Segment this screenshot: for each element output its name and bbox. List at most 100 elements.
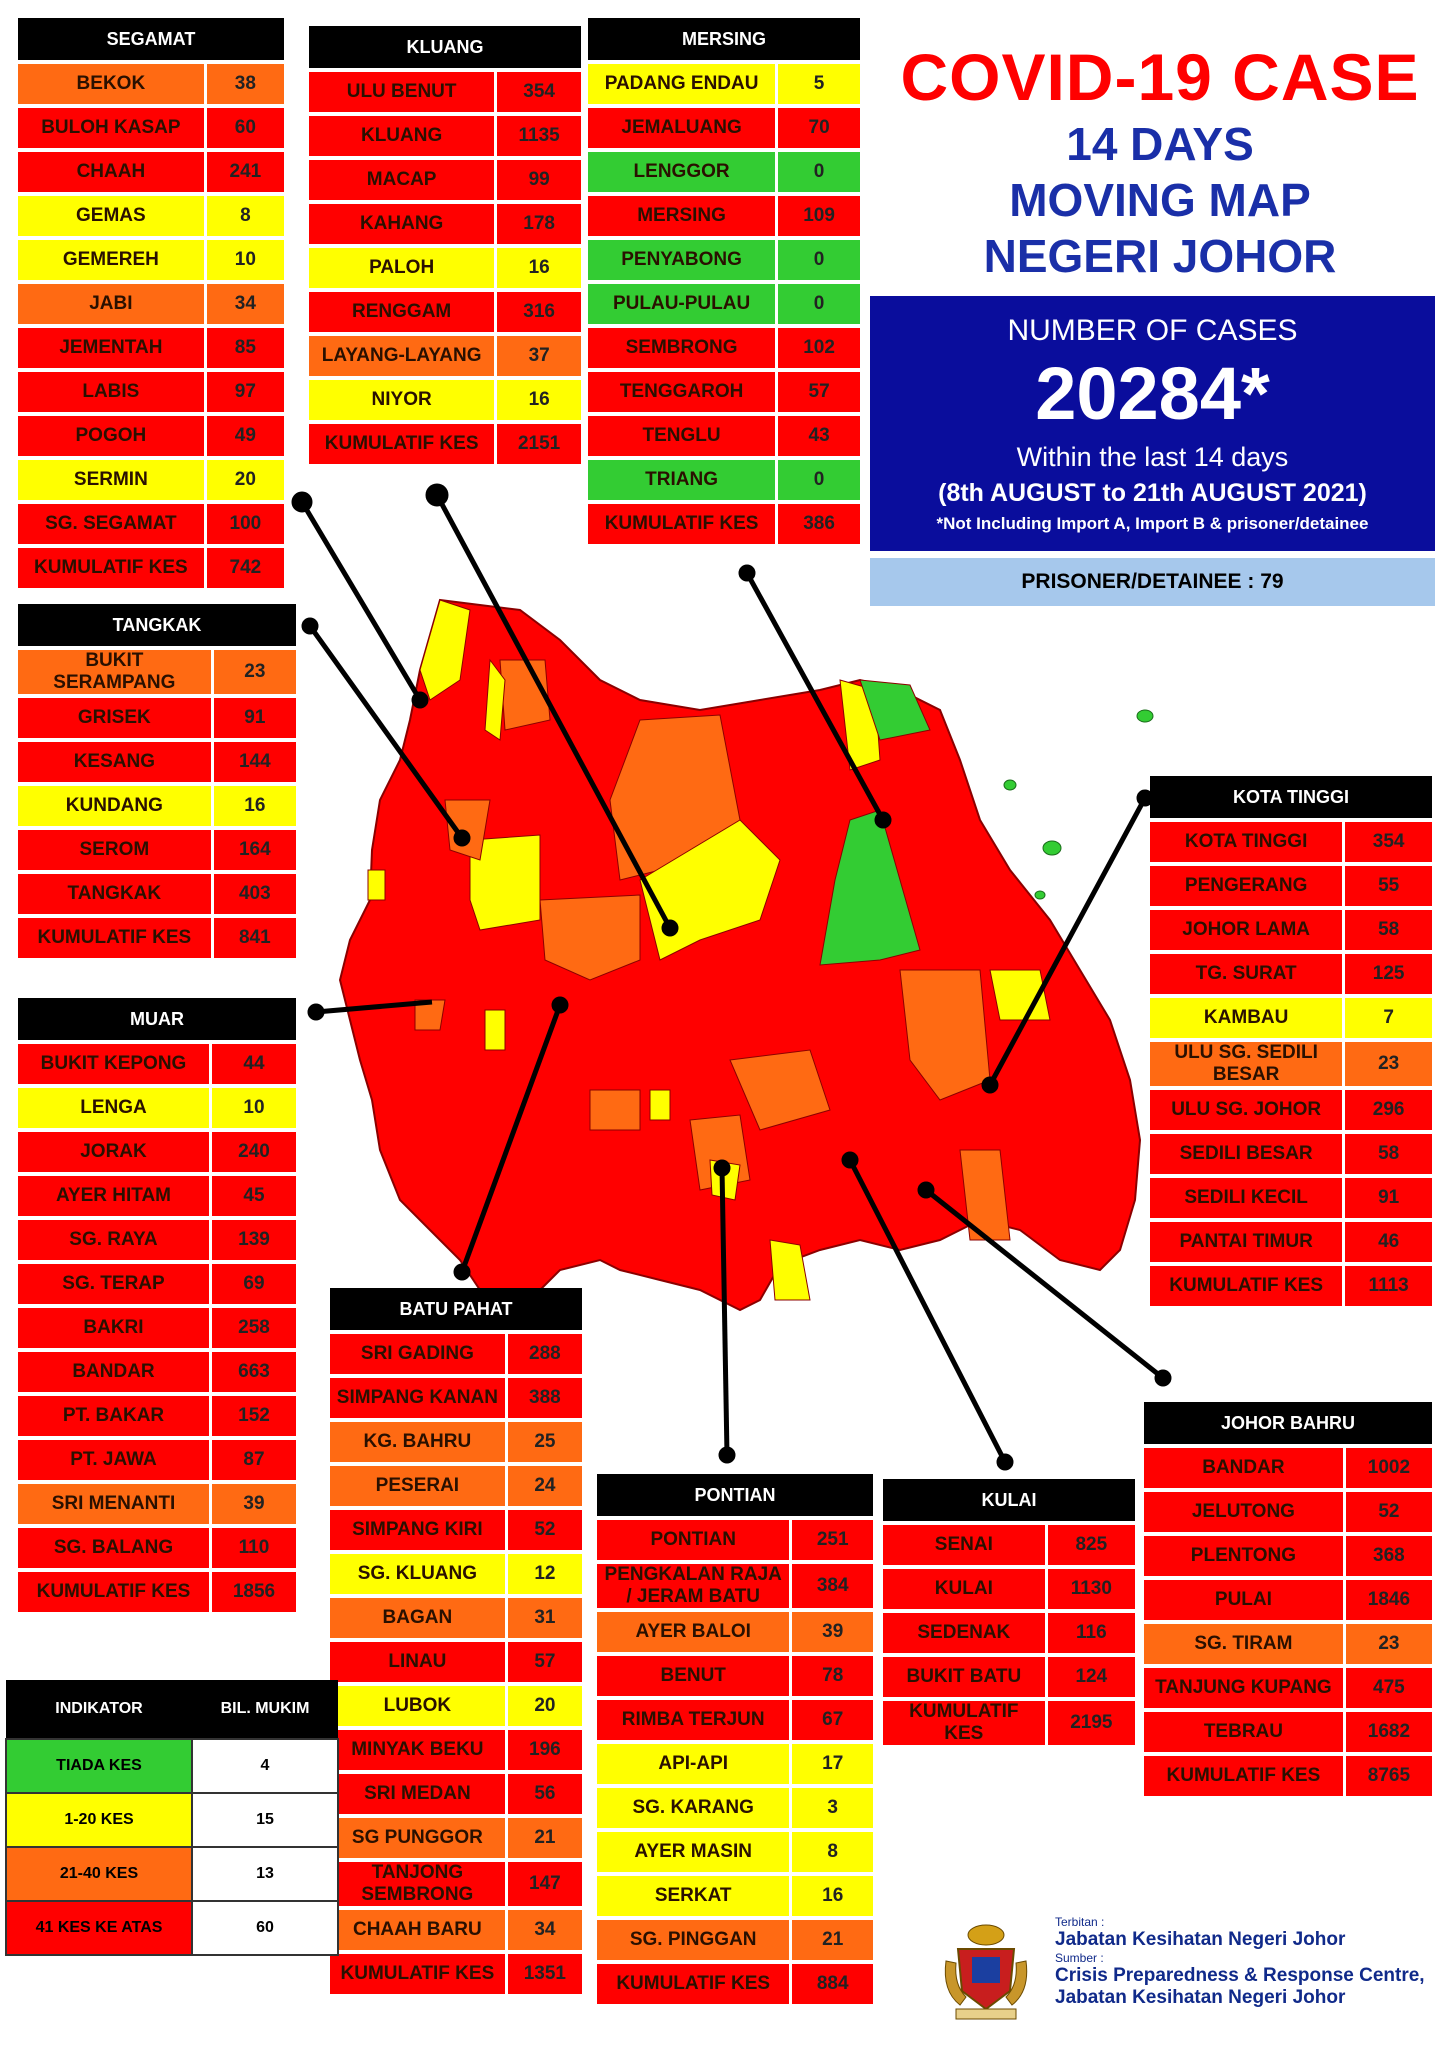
mukim-name: PULAU-PULAU xyxy=(588,284,779,324)
mukim-row: KESANG 144 xyxy=(18,742,296,782)
map-island xyxy=(1003,779,1017,791)
mukim-row: SEROM 164 xyxy=(18,830,296,870)
map-ulu-sedili-orange xyxy=(899,969,991,1101)
mukim-row: GEMEREH 10 xyxy=(18,240,284,280)
mukim-row: PALOH 16 xyxy=(309,248,581,288)
mukim-name: MACAP xyxy=(309,160,498,200)
kulai-table: KULAI SENAI 825 KULAI 1130 SEDENAK 116 BUKIT BA… xyxy=(883,1475,1135,1749)
mukim-row: PT. BAKAR 152 xyxy=(18,1396,296,1436)
mukim-cases: 100 xyxy=(206,504,284,544)
mukim-name: SRI MENANTI xyxy=(18,1484,212,1524)
mukim-row: BEKOK 38 xyxy=(18,64,284,104)
mukim-row: SIMPANG KANAN 388 xyxy=(330,1378,582,1418)
mukim-row: BULOH KASAP 60 xyxy=(18,108,284,148)
mukim-row: SRI MENANTI 39 xyxy=(18,1484,296,1524)
map-island xyxy=(1042,840,1062,856)
mukim-cases: 31 xyxy=(507,1598,582,1638)
prisoner-count: PRISONER/DETAINEE : 79 xyxy=(870,558,1435,606)
mukim-cases: 139 xyxy=(211,1220,296,1260)
mukim-row: BANDAR 663 xyxy=(18,1352,296,1392)
mukim-row: KUNDANG 16 xyxy=(18,786,296,826)
mukim-name: PENYABONG xyxy=(588,240,779,280)
mukim-row: BANDAR 1002 xyxy=(1144,1448,1432,1488)
mukim-cases: 16 xyxy=(792,1876,873,1916)
muar-table: MUAR BUKIT KEPONG 44 LENGA 10 JORAK 240 AYER HI… xyxy=(18,994,296,1616)
mukim-row: PENYABONG 0 xyxy=(588,240,860,280)
mukim-row: TRIANG 0 xyxy=(588,460,860,500)
mukim-name: JELUTONG xyxy=(1144,1492,1346,1532)
kluang-table: KLUANG ULU BENUT 354 KLUANG 1135 MACAP 99 KAHAN… xyxy=(309,22,581,468)
mukim-row: JOHOR LAMA 58 xyxy=(1150,910,1432,950)
mukim-cases: 0 xyxy=(778,240,860,280)
mukim-row: ULU BENUT 354 xyxy=(309,72,581,112)
mukim-cases: 91 xyxy=(213,698,296,738)
mukim-row: KULAI 1130 xyxy=(883,1569,1135,1609)
map-landmass xyxy=(338,598,1142,1312)
mukim-name: AYER HITAM xyxy=(18,1176,212,1216)
legend-indicator: 41 KES KE ATAS xyxy=(5,1900,193,1956)
mukim-cases: 2195 xyxy=(1047,1701,1135,1745)
legend-count: 60 xyxy=(191,1900,339,1956)
mukim-name: SIMPANG KIRI xyxy=(330,1510,508,1550)
mukim-cases: 116 xyxy=(1047,1613,1135,1653)
mukim-name: KUNDANG xyxy=(18,786,214,826)
mukim-name: BUKIT KEPONG xyxy=(18,1044,212,1084)
mukim-name: JABI xyxy=(18,284,207,324)
mukim-cases: 16 xyxy=(497,248,581,288)
mukim-name: KUMULATIF KES xyxy=(309,424,498,464)
mukim-row: POGOH 49 xyxy=(18,416,284,456)
mukim-row: SG. KLUANG 12 xyxy=(330,1554,582,1594)
mukim-cases: 5 xyxy=(778,64,860,104)
district-header: PONTIAN xyxy=(597,1474,873,1516)
mukim-row: SIMPANG KIRI 52 xyxy=(330,1510,582,1550)
mukim-row: JORAK 240 xyxy=(18,1132,296,1172)
mukim-cases: 124 xyxy=(1047,1657,1135,1697)
mukim-row: PENGERANG 55 xyxy=(1150,866,1432,906)
mukim-cases: 21 xyxy=(792,1920,873,1960)
mukim-name: TANJUNG KUPANG xyxy=(1144,1668,1346,1708)
mukim-row: LAYANG-LAYANG 37 xyxy=(309,336,581,376)
mersing-table: MERSING PADANG ENDAU 5 JEMALUANG 70 LENGGOR 0 M… xyxy=(588,14,860,548)
mukim-name: SEROM xyxy=(18,830,214,870)
cases-label: NUMBER OF CASES xyxy=(1007,314,1298,347)
mukim-row: AYER HITAM 45 xyxy=(18,1176,296,1216)
cases-note: *Not Including Import A, Import B & pris… xyxy=(936,514,1369,533)
mukim-cases: 110 xyxy=(211,1528,296,1568)
mukim-row: BUKIT BATU 124 xyxy=(883,1657,1135,1697)
mukim-name: KULAI xyxy=(883,1569,1048,1609)
mukim-cases: 85 xyxy=(206,328,284,368)
mukim-cases: 10 xyxy=(211,1088,296,1128)
mukim-cases: 240 xyxy=(211,1132,296,1172)
mukim-cases: 16 xyxy=(497,380,581,420)
mukim-row: SG. BALANG 110 xyxy=(18,1528,296,1568)
mukim-cases: 241 xyxy=(206,152,284,192)
mukim-name: BULOH KASAP xyxy=(18,108,207,148)
legend-indicator: TIADA KES xyxy=(5,1738,193,1794)
mukim-name: POGOH xyxy=(18,416,207,456)
mukim-row: SERKAT 16 xyxy=(597,1876,873,1916)
mukim-name: CHAAH BARU xyxy=(330,1910,508,1950)
mukim-row: BAGAN 31 xyxy=(330,1598,582,1638)
mukim-name: SEDILI KECIL xyxy=(1150,1178,1346,1218)
mukim-cases: 16 xyxy=(213,786,296,826)
mukim-row: BAKRI 258 xyxy=(18,1308,296,1348)
mukim-cases: 87 xyxy=(211,1440,296,1480)
mukim-name: KLUANG xyxy=(309,116,498,156)
mukim-name: BAKRI xyxy=(18,1308,212,1348)
mukim-row: PONTIAN 251 xyxy=(597,1520,873,1560)
mukim-row: RIMBA TERJUN 67 xyxy=(597,1700,873,1740)
district-header: MUAR xyxy=(18,998,296,1040)
footer-sumber-label: Sumber : xyxy=(1055,1951,1104,1965)
mukim-row: SG PUNGGOR 21 xyxy=(330,1818,582,1858)
mukim-name: KUMULATIF KES xyxy=(883,1701,1048,1745)
mukim-name: KOTA TINGGI xyxy=(1150,822,1346,862)
mukim-name: PENGKALAN RAJA / JERAM BATU xyxy=(597,1564,793,1608)
map-sungai-punggor-orange xyxy=(589,1089,641,1131)
mukim-row: SERMIN 20 xyxy=(18,460,284,500)
mukim-cases: 46 xyxy=(1345,1222,1432,1262)
mukim-cases: 384 xyxy=(792,1564,873,1608)
mukim-row: MACAP 99 xyxy=(309,160,581,200)
map-kundang-yellow xyxy=(367,869,386,901)
mukim-name: CHAAH xyxy=(18,152,207,192)
